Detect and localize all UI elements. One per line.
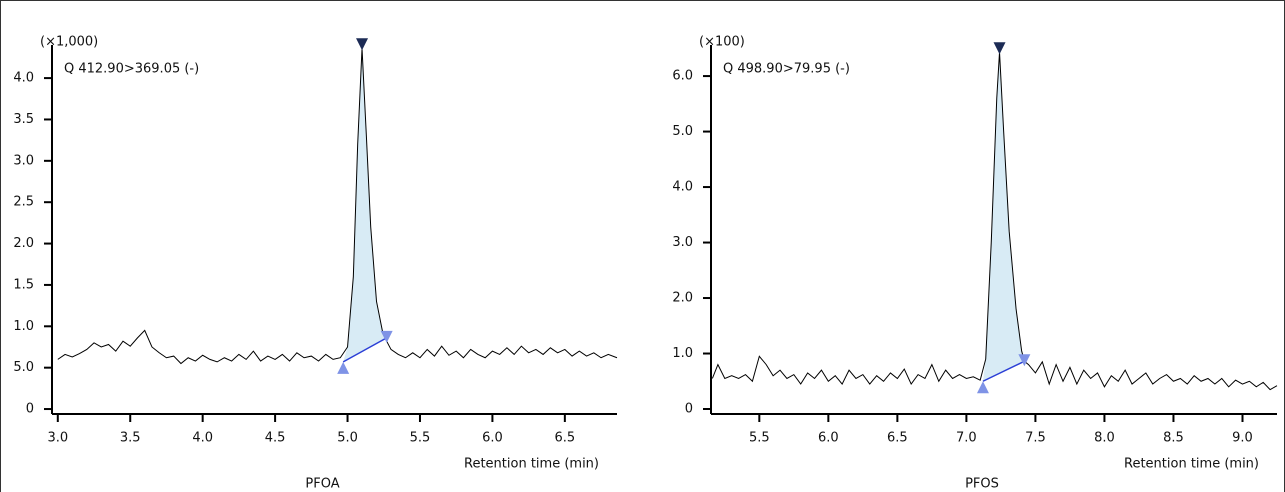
x-axis-label: Retention time (min) bbox=[464, 457, 599, 472]
x-tick-label: 7.0 bbox=[956, 431, 977, 446]
y-tick-label: 1.0 bbox=[13, 319, 34, 334]
y-tick-label: 2.5 bbox=[13, 195, 34, 210]
x-tick-label: 6.0 bbox=[818, 431, 839, 446]
chart-title: PFOA bbox=[305, 477, 339, 492]
trace bbox=[57, 48, 618, 365]
x-tick-label: 4.5 bbox=[265, 431, 286, 446]
y-tick-label: 2.0 bbox=[672, 291, 693, 306]
peak-start-marker bbox=[337, 361, 350, 374]
peak-apex-marker bbox=[356, 38, 369, 51]
trace bbox=[711, 52, 1278, 391]
x-tick-label: 4.0 bbox=[192, 431, 213, 446]
chart-title: PFOS bbox=[965, 477, 999, 492]
y-tick-label: 0 bbox=[26, 402, 34, 417]
peak-baseline bbox=[982, 360, 1025, 382]
peak-end-marker bbox=[380, 330, 393, 343]
y-tick-label: 6.0 bbox=[672, 69, 693, 84]
peak-apex-marker bbox=[993, 42, 1006, 55]
peak-end-marker bbox=[1018, 354, 1031, 367]
y-tick-label: 4.0 bbox=[13, 71, 34, 86]
y-tick-label: 2.0 bbox=[13, 236, 34, 251]
y-tick-label: 3.5 bbox=[13, 112, 34, 127]
annotation: Q 412.90>369.05 (-) bbox=[64, 62, 199, 77]
x-tick-label: 5.5 bbox=[749, 431, 770, 446]
y-multiplier: (×1,000) bbox=[40, 35, 98, 50]
y-tick-label: 4.0 bbox=[672, 180, 693, 195]
y-tick-label: 3.0 bbox=[672, 235, 693, 250]
x-tick-label: 6.5 bbox=[887, 431, 908, 446]
x-tick-label: 3.0 bbox=[47, 431, 68, 446]
peak-start-marker bbox=[976, 381, 989, 394]
x-tick-label: 5.5 bbox=[410, 431, 431, 446]
y-tick-label: 5.0 bbox=[672, 124, 693, 139]
y-tick-label: 5.0 bbox=[13, 360, 34, 375]
peak-area bbox=[982, 52, 1025, 382]
y-tick-label: 1.0 bbox=[672, 346, 693, 361]
y-tick-label: 0 bbox=[685, 402, 693, 417]
y-multiplier: (×100) bbox=[699, 35, 745, 50]
x-tick-label: 6.0 bbox=[482, 431, 503, 446]
annotation: Q 498.90>79.95 (-) bbox=[723, 62, 850, 77]
y-tick-label: 3.0 bbox=[13, 153, 34, 168]
peak-baseline bbox=[342, 337, 388, 363]
x-tick-label: 6.5 bbox=[555, 431, 576, 446]
x-tick-label: 7.5 bbox=[1025, 431, 1046, 446]
x-tick-label: 3.5 bbox=[120, 431, 141, 446]
x-tick-label: 8.5 bbox=[1163, 431, 1184, 446]
x-tick-label: 8.0 bbox=[1094, 431, 1115, 446]
peak-area bbox=[343, 48, 387, 362]
x-tick-label: 5.0 bbox=[337, 431, 358, 446]
x-axis-label: Retention time (min) bbox=[1124, 457, 1259, 472]
y-tick-label: 1.5 bbox=[13, 277, 34, 292]
x-tick-label: 9.0 bbox=[1232, 431, 1253, 446]
